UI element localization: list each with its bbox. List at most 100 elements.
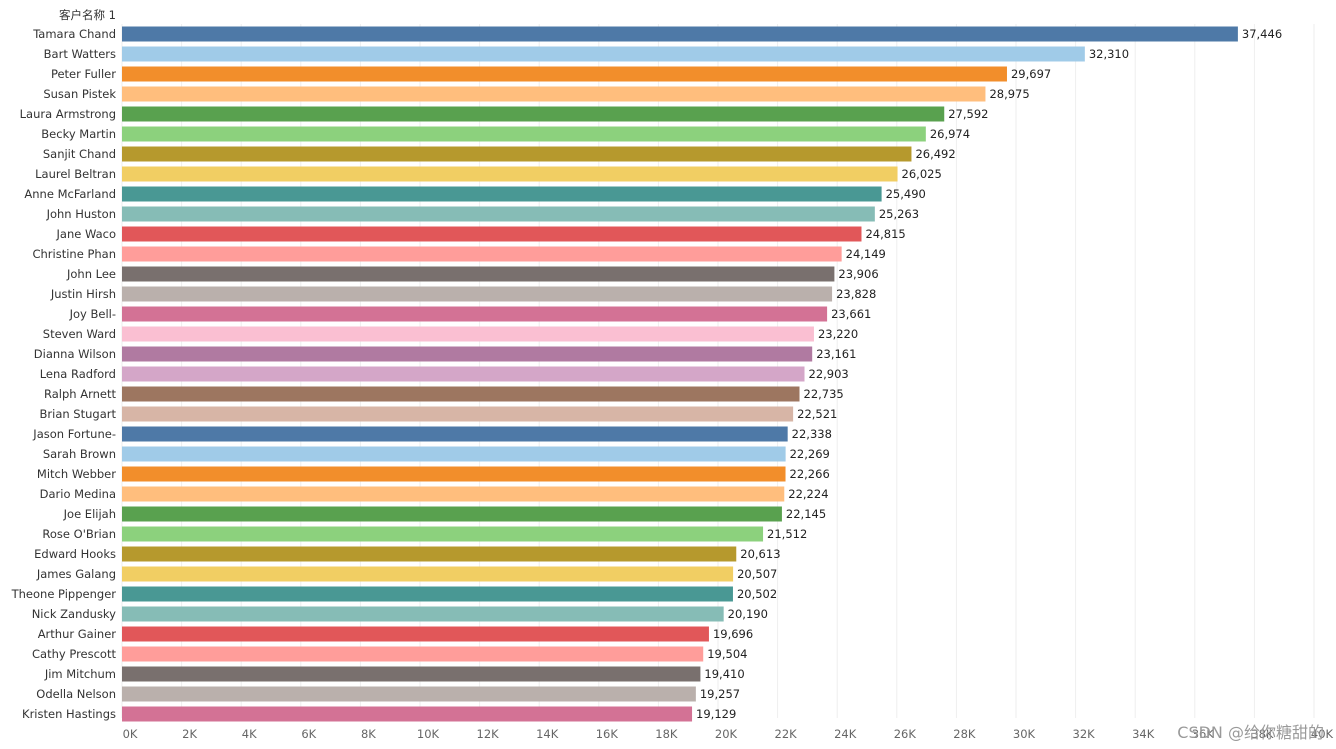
category-label: Kristen Hastings <box>22 707 116 721</box>
value-label: 28,975 <box>989 87 1029 101</box>
x-tick-label: 30K <box>1013 727 1036 741</box>
x-tick-label: 10K <box>417 727 440 741</box>
x-tick-label: 24K <box>834 727 857 741</box>
category-label: Cathy Prescott <box>32 647 116 661</box>
value-label: 22,735 <box>804 387 844 401</box>
bar[interactable] <box>122 146 912 162</box>
value-label: 22,521 <box>797 407 837 421</box>
value-label: 37,446 <box>1242 27 1282 41</box>
value-label: 23,161 <box>816 347 856 361</box>
bar[interactable] <box>122 286 833 302</box>
bar[interactable] <box>122 26 1238 42</box>
bar[interactable] <box>122 706 693 722</box>
category-label: Theone Pippenger <box>11 587 117 601</box>
x-tick-label: 6K <box>301 727 316 741</box>
bar[interactable] <box>122 306 828 322</box>
category-label: Jane Waco <box>56 227 117 241</box>
category-label: James Galang <box>36 567 116 581</box>
value-label: 26,974 <box>930 127 970 141</box>
value-label: 20,613 <box>740 547 780 561</box>
category-label: Edward Hooks <box>34 547 116 561</box>
x-tick-label: 8K <box>361 727 376 741</box>
bar[interactable] <box>122 466 786 482</box>
value-label: 19,410 <box>704 667 744 681</box>
bar[interactable] <box>122 586 733 602</box>
bar[interactable] <box>122 246 842 262</box>
value-label: 22,266 <box>790 467 830 481</box>
bar[interactable] <box>122 226 862 242</box>
bar[interactable] <box>122 426 788 442</box>
bar[interactable] <box>122 446 786 462</box>
x-tick-label: 26K <box>894 727 917 741</box>
bar[interactable] <box>122 566 734 582</box>
value-label: 25,263 <box>879 207 919 221</box>
value-label: 22,269 <box>790 447 830 461</box>
category-label: Arthur Gainer <box>38 627 117 641</box>
value-label: 23,828 <box>836 287 876 301</box>
category-label: Mitch Webber <box>37 467 116 481</box>
bar[interactable] <box>122 86 986 102</box>
bar[interactable] <box>122 686 696 702</box>
category-label: John Huston <box>46 207 116 221</box>
category-label: Jason Fortune- <box>32 427 116 441</box>
bar[interactable] <box>122 666 701 682</box>
bar[interactable] <box>122 486 785 502</box>
bar[interactable] <box>122 506 782 522</box>
category-label: Brian Stugart <box>40 407 117 421</box>
category-label: John Lee <box>66 267 116 281</box>
category-label: Ralph Arnett <box>44 387 116 401</box>
value-label: 24,815 <box>865 227 905 241</box>
x-tick-label: 40K <box>1311 727 1334 741</box>
category-label: Laurel Beltran <box>35 167 116 181</box>
bar[interactable] <box>122 186 882 202</box>
bar[interactable] <box>122 526 764 542</box>
bar[interactable] <box>122 326 814 342</box>
x-tick-label: 36K <box>1192 727 1215 741</box>
category-label: Rose O'Brian <box>42 527 116 541</box>
category-label: Lena Radford <box>40 367 116 381</box>
x-tick-label: 16K <box>596 727 619 741</box>
x-tick-label: 38K <box>1251 727 1274 741</box>
bar[interactable] <box>122 126 926 142</box>
bars <box>122 26 1238 722</box>
value-label: 19,696 <box>713 627 753 641</box>
category-label: Dianna Wilson <box>34 347 116 361</box>
bar[interactable] <box>122 166 898 182</box>
bar[interactable] <box>122 386 800 402</box>
category-label: Tamara Chand <box>32 27 116 41</box>
bar[interactable] <box>122 106 945 122</box>
category-label: Sanjit Chand <box>43 147 116 161</box>
value-label: 23,661 <box>831 307 871 321</box>
bar[interactable] <box>122 46 1085 62</box>
x-tick-label: 32K <box>1073 727 1096 741</box>
value-label: 26,492 <box>915 147 955 161</box>
bar[interactable] <box>122 366 805 382</box>
value-label: 19,129 <box>696 707 736 721</box>
category-labels: Tamara Chand Bart Watters Peter Fuller Susa… <box>11 27 117 721</box>
bar[interactable] <box>122 266 835 282</box>
x-tick-label: 22K <box>775 727 798 741</box>
category-label: Justin Hirsh <box>50 287 116 301</box>
x-tick-label: 4K <box>242 727 257 741</box>
category-label: Bart Watters <box>44 47 116 61</box>
bar[interactable] <box>122 626 709 642</box>
value-label: 20,190 <box>728 607 768 621</box>
dimension-header: 客户名称 1 <box>59 8 116 22</box>
bar[interactable] <box>122 406 794 422</box>
value-label: 29,697 <box>1011 67 1051 81</box>
value-label: 22,338 <box>792 427 832 441</box>
value-label: 20,507 <box>737 567 777 581</box>
category-label: Nick Zandusky <box>32 607 116 621</box>
bar[interactable] <box>122 546 737 562</box>
bar[interactable] <box>122 206 875 222</box>
value-label: 19,504 <box>707 647 747 661</box>
category-label: Joe Elijah <box>63 507 116 521</box>
value-label: 22,145 <box>786 507 826 521</box>
bar[interactable] <box>122 606 724 622</box>
bar[interactable] <box>122 346 813 362</box>
bar[interactable] <box>122 66 1007 82</box>
value-label: 19,257 <box>700 687 740 701</box>
bar[interactable] <box>122 646 704 662</box>
category-label: Odella Nelson <box>36 687 116 701</box>
